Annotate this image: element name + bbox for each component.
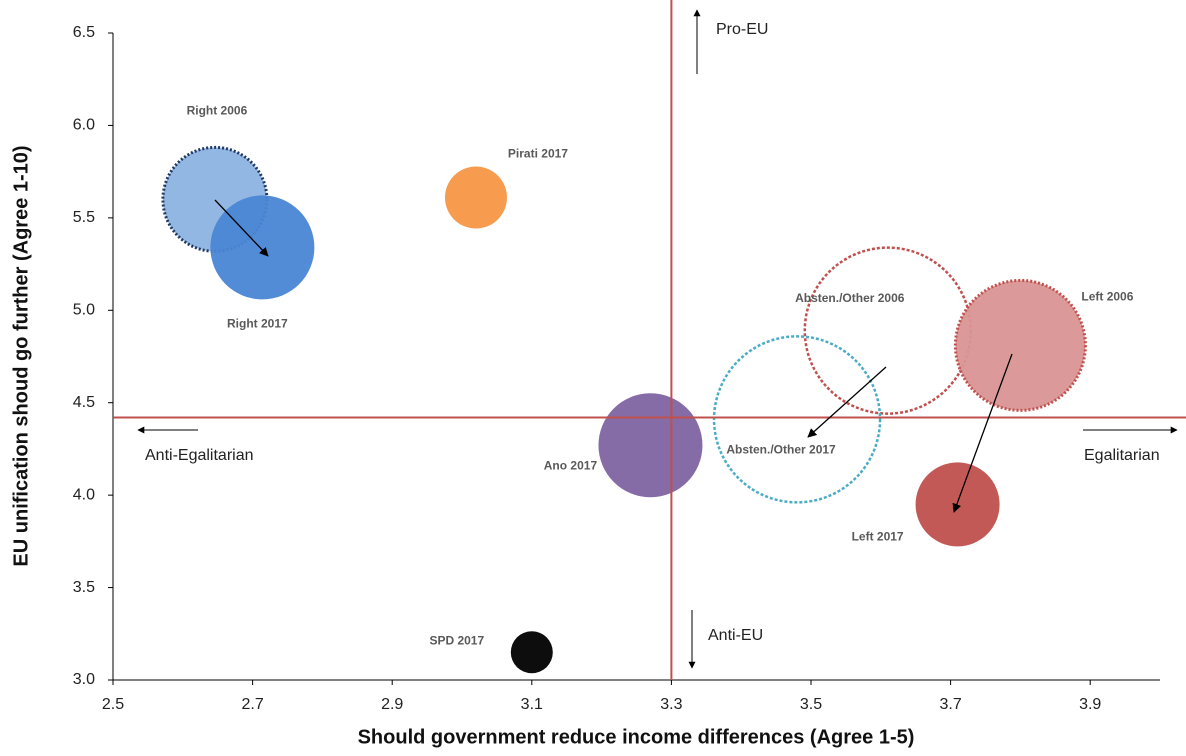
- x-tick-label: 3.7: [939, 696, 961, 713]
- bubble-label: Pirati 2017: [508, 147, 568, 161]
- arrow: [952, 353, 1013, 513]
- plot-area: 3.0 3.5 4.0 4.5 5.0 5.5 6.0 6.5 2.5 2.7 2.9 3.1 3.3 3…: [73, 0, 1186, 713]
- x-tick-label: 3.5: [800, 696, 822, 713]
- y-tick-label: 6.0: [73, 117, 95, 134]
- bubble: [712, 335, 882, 504]
- arrow: [214, 199, 269, 257]
- x-tick-label: 2.5: [102, 696, 124, 713]
- y-tick-label: 4.0: [73, 486, 95, 503]
- bubble-label: Absten./Other 2017: [726, 443, 836, 457]
- bubble-label: Ano 2017: [544, 458, 598, 472]
- annotations: Pro-EU Anti-EU Anti-Egalitarian Egalitar…: [137, 9, 1178, 669]
- bubble-label: Left 2017: [852, 530, 904, 544]
- y-axis-title: EU unification shoud go further (Agree 1…: [10, 145, 32, 566]
- bubble-label: Right 2017: [227, 317, 288, 331]
- arrow: [807, 366, 887, 438]
- bubble: [953, 278, 1087, 412]
- bubble: [803, 246, 973, 415]
- x-tick-label: 3.9: [1079, 696, 1101, 713]
- annotation: Anti-Egalitarian: [145, 447, 254, 464]
- y-tick-label: 3.5: [73, 579, 95, 596]
- y-tick-label: 6.5: [73, 24, 95, 41]
- x-tick-label: 2.9: [381, 696, 403, 713]
- y-tick-label: 5.5: [73, 209, 95, 226]
- annotation: Egalitarian: [1084, 447, 1160, 464]
- x-axis-title: Should government reduce income differen…: [358, 726, 915, 748]
- bubble-label: Right 2006: [187, 104, 248, 118]
- bubble-label: SPD 2017: [429, 633, 484, 647]
- x-tick-label: 3.3: [660, 696, 682, 713]
- bubble: [598, 393, 703, 498]
- annotation: Anti-EU: [708, 627, 763, 644]
- bubble: [915, 462, 1000, 547]
- bubble: [510, 631, 553, 674]
- y-tick-label: 5.0: [73, 302, 95, 319]
- x-tick-label: 3.1: [521, 696, 543, 713]
- bubble-label: Left 2006: [1081, 290, 1133, 304]
- y-tick-label: 3.0: [73, 671, 95, 688]
- y-tick-label: 4.5: [73, 394, 95, 411]
- bubble-label: Absten./Other 2006: [795, 291, 905, 305]
- bubble: [444, 166, 507, 229]
- x-tick-label: 2.7: [241, 696, 263, 713]
- annotation: Pro-EU: [716, 21, 768, 38]
- movement-arrows: [214, 199, 1013, 513]
